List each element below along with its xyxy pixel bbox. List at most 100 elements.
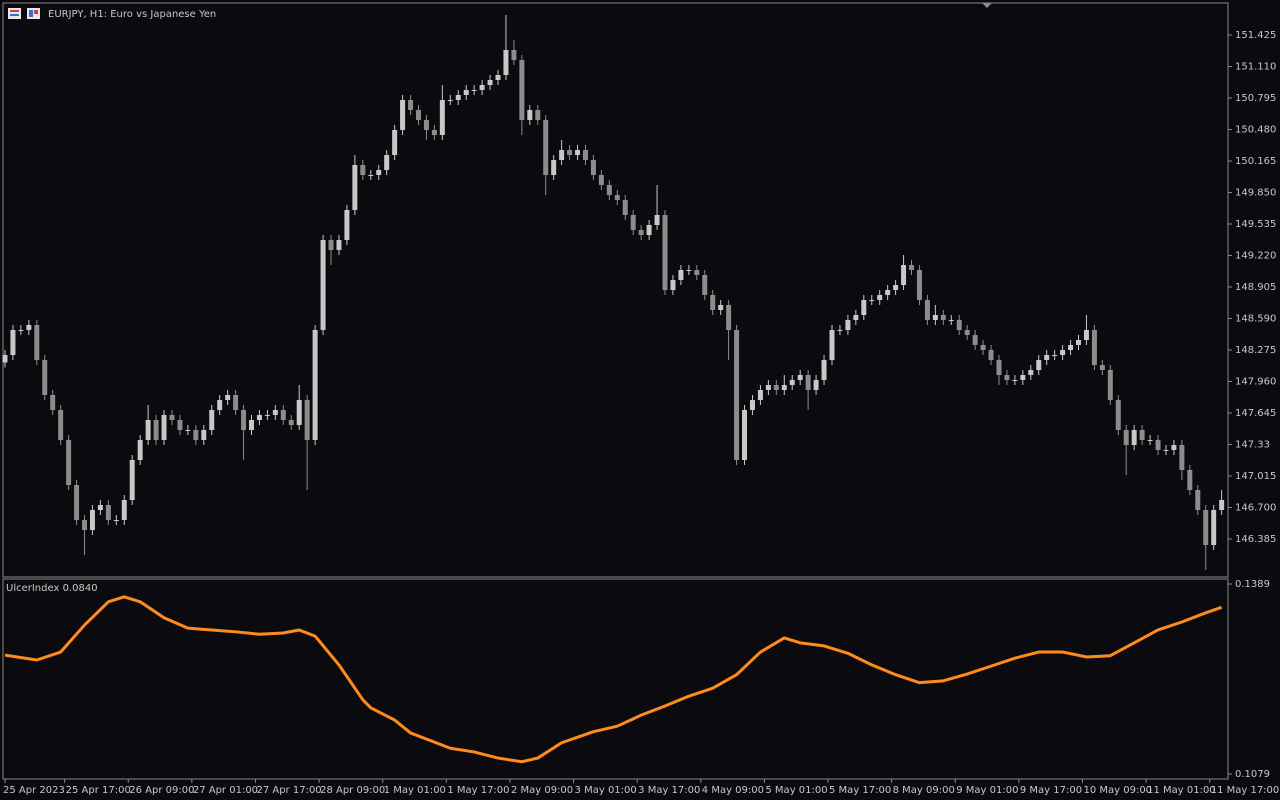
candle-body — [1139, 430, 1145, 440]
x-tick-label: 4 May 09:00 — [702, 785, 764, 796]
candle-body — [495, 75, 501, 80]
candle-body — [479, 85, 485, 90]
candle-body — [42, 360, 48, 395]
candle-body — [1099, 365, 1105, 370]
candle-body — [503, 50, 509, 75]
candle-body — [34, 325, 40, 360]
candle-body — [105, 505, 111, 520]
candle-body — [201, 430, 207, 440]
candle-body — [853, 315, 859, 320]
candle-body — [415, 110, 421, 120]
candle-body — [757, 390, 763, 400]
candle-body — [901, 265, 907, 285]
candle-body — [209, 410, 215, 430]
candle-body — [328, 240, 334, 250]
x-tick-label: 3 May 17:00 — [638, 785, 700, 796]
candle-body — [638, 230, 644, 235]
x-tick-label: 25 Apr 17:00 — [66, 785, 131, 796]
candle-body — [161, 415, 167, 440]
candle-body — [1060, 350, 1066, 355]
candle-body — [89, 510, 95, 530]
shift-marker — [982, 3, 992, 8]
candle-body — [487, 80, 493, 85]
candle-body — [225, 395, 231, 400]
candle-body — [10, 330, 16, 355]
candle-body — [694, 270, 700, 275]
candle-body — [956, 320, 962, 330]
candle-body — [980, 345, 986, 350]
candle-body — [312, 330, 318, 440]
candle-body — [384, 155, 390, 170]
x-tick-label: 11 May 01:00 — [1147, 785, 1216, 796]
candle-body — [646, 225, 652, 235]
candle-body — [50, 395, 56, 410]
candle-body — [18, 330, 24, 331]
candle-body — [256, 415, 262, 420]
candle-body — [1131, 430, 1137, 445]
candle-body — [519, 60, 525, 120]
y-tick-label: 147.960 — [1235, 377, 1276, 388]
candle-body — [916, 270, 922, 300]
candle-body — [765, 385, 771, 390]
x-tick-label: 9 May 17:00 — [1020, 785, 1082, 796]
candle-body — [153, 420, 159, 440]
candle-body — [837, 330, 843, 331]
y-tick-label: 146.385 — [1235, 534, 1276, 545]
candle-body — [423, 120, 429, 130]
candle-body — [742, 410, 748, 460]
candle-body — [1203, 510, 1209, 545]
candle-body — [137, 440, 143, 460]
y-tick-label: 150.165 — [1235, 156, 1276, 167]
x-tick-label: 3 May 01:00 — [575, 785, 637, 796]
candle-body — [1179, 445, 1185, 470]
candle-body — [598, 175, 604, 185]
candle-body — [718, 305, 724, 310]
candle-body — [431, 130, 437, 135]
candle-body — [400, 100, 406, 130]
candle-body — [1219, 500, 1225, 510]
y-tick-label: 149.850 — [1235, 188, 1276, 199]
candle-body — [1083, 330, 1089, 340]
y-tick-label: 151.110 — [1235, 62, 1276, 73]
candle-body — [248, 420, 254, 430]
candle-body — [781, 385, 787, 390]
candle-body — [582, 150, 588, 160]
candle-body — [988, 350, 994, 360]
candle-body — [1076, 340, 1082, 345]
candle-body — [686, 270, 692, 271]
candle-body — [455, 95, 461, 100]
candle-body — [1187, 470, 1193, 490]
candle-body — [948, 320, 954, 321]
candle-body — [797, 375, 803, 380]
candle-body — [1036, 360, 1042, 370]
candle-body — [320, 240, 326, 330]
y-tick-label: 148.905 — [1235, 282, 1276, 293]
candle-body — [543, 120, 549, 175]
symbol-icons — [8, 8, 40, 19]
candle-body — [66, 440, 72, 485]
y-tick-label: 0.1389 — [1235, 579, 1270, 590]
candle-body — [972, 335, 978, 345]
candle-body — [408, 100, 414, 110]
candle-body — [877, 295, 883, 300]
icon — [10, 10, 19, 12]
y-tick-label: 150.480 — [1235, 125, 1276, 136]
y-tick-label: 147.645 — [1235, 408, 1276, 419]
candle-body — [58, 410, 64, 440]
candle-body — [264, 415, 270, 416]
candle-body — [551, 160, 557, 175]
candle-body — [662, 215, 668, 290]
candle-body — [559, 150, 565, 160]
candle-body — [535, 110, 541, 120]
candle-body — [932, 315, 938, 320]
candle-body — [893, 285, 899, 290]
x-tick-label: 11 May 17:00 — [1211, 785, 1280, 796]
candle-body — [1068, 345, 1074, 350]
candle-body — [527, 110, 533, 120]
y-tick-label: 148.275 — [1235, 345, 1276, 356]
candle-body — [511, 50, 517, 60]
x-tick-label: 5 May 01:00 — [765, 785, 827, 796]
candle-body — [1012, 380, 1018, 381]
candle-body — [1171, 445, 1177, 450]
candle-body — [996, 360, 1002, 375]
